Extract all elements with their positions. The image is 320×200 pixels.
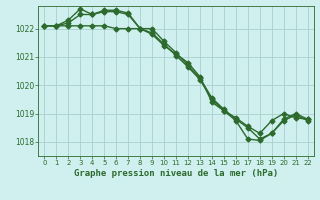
X-axis label: Graphe pression niveau de la mer (hPa): Graphe pression niveau de la mer (hPa)	[74, 169, 278, 178]
